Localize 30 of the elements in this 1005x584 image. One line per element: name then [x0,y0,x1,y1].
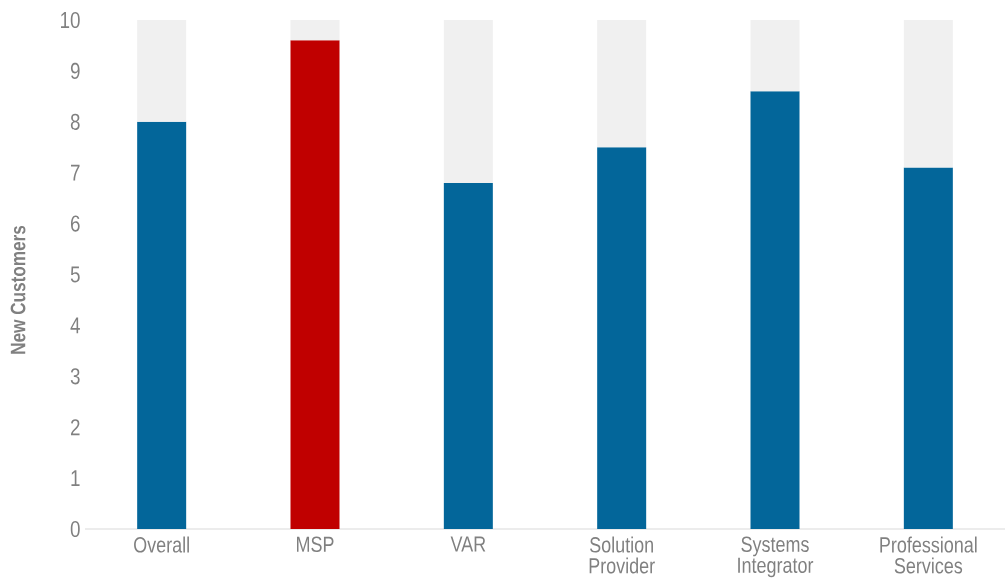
y-tick-label: 2 [70,419,80,436]
x-tick-label: Professional Services [880,536,977,574]
y-tick-label: 10 [61,11,80,29]
y-tick-label: 3 [70,368,80,385]
x-tick-label: Systems Integrator [738,536,814,578]
bar [903,167,953,529]
bar [597,19,647,148]
bar [443,19,493,183]
bar [137,121,187,529]
bar [443,182,493,529]
x-tick-label: MSP [297,536,334,553]
bar [290,19,340,41]
y-tick-label: 8 [70,113,80,130]
y-tick-label: 4 [70,317,80,334]
y-tick-label: 7 [71,164,80,181]
y-axis-title: New Customers [10,225,26,354]
y-tick-label: 9 [70,62,80,79]
x-tick-label: Overall [134,536,189,553]
bar [750,19,800,92]
x-tick-label: VAR [450,536,486,552]
y-tick-label: 1 [71,470,80,486]
x-tick-label: Solution Provider [589,536,655,574]
y-tick-label: 5 [70,266,80,283]
bar [903,19,953,168]
bar [290,40,340,529]
bar [597,147,647,529]
y-tick-label: 6 [70,215,80,232]
bar [750,91,800,529]
bar [137,19,187,122]
y-tick-label: 0 [70,520,80,538]
